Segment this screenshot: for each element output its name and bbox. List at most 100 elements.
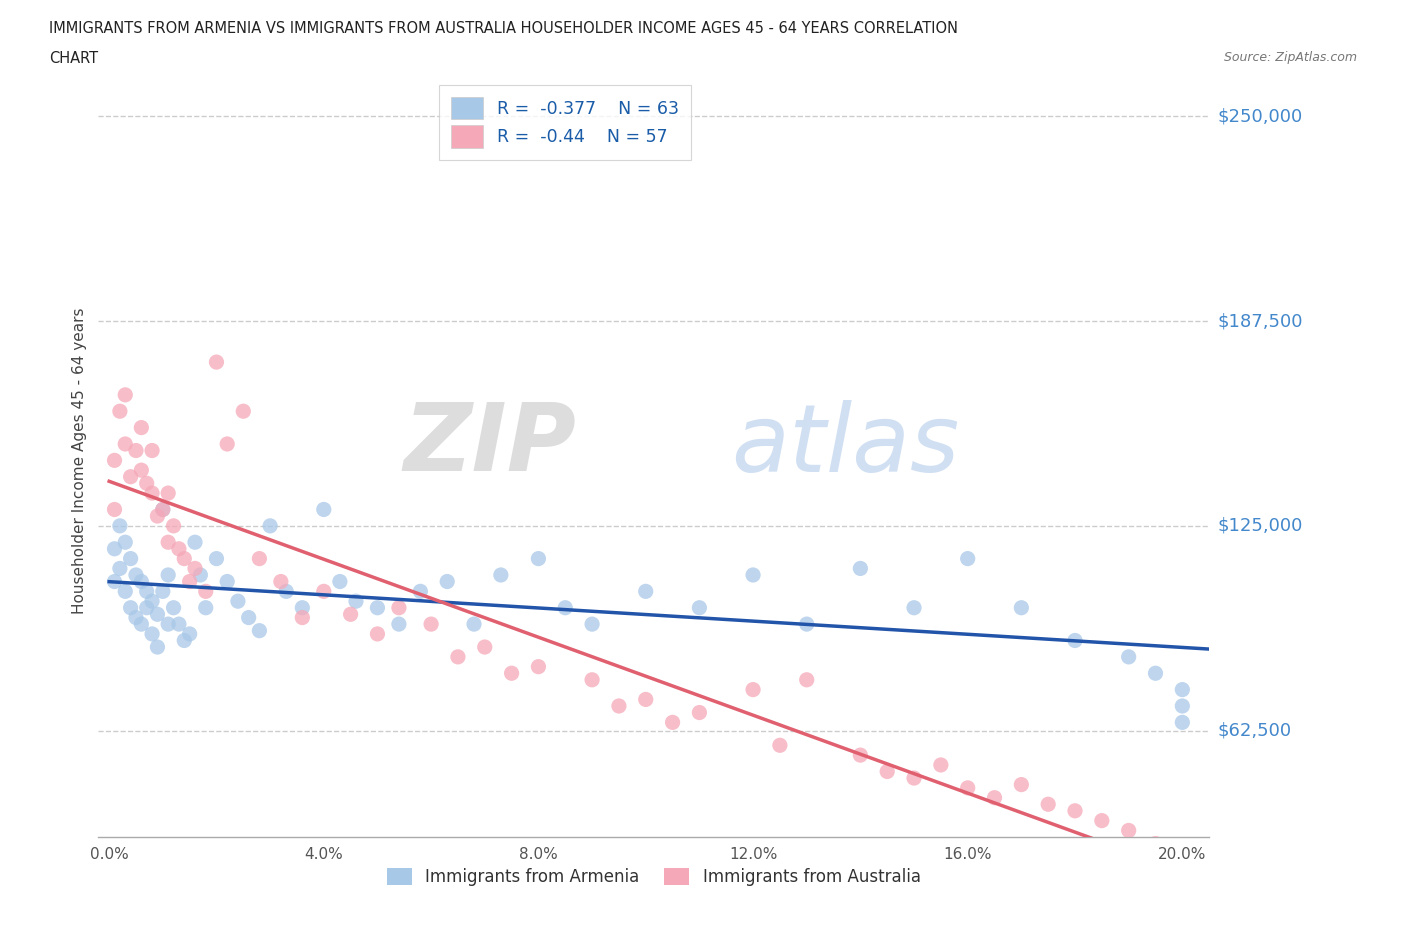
Point — [489, 567, 512, 582]
Point — [125, 567, 148, 582]
Point — [173, 551, 195, 566]
Point — [114, 388, 136, 403]
Text: $250,000: $250,000 — [1218, 108, 1303, 126]
Point — [688, 600, 710, 615]
Point — [184, 535, 207, 550]
Point — [120, 470, 142, 485]
Point — [131, 420, 153, 435]
Text: $187,500: $187,500 — [1218, 312, 1303, 330]
Point — [194, 584, 217, 599]
Point — [634, 692, 657, 707]
Point — [581, 672, 603, 687]
Point — [179, 627, 201, 642]
Point — [190, 567, 212, 582]
Text: CHART: CHART — [49, 51, 98, 66]
Point — [1064, 804, 1087, 818]
Point — [194, 600, 217, 615]
Point — [876, 764, 898, 779]
Point — [607, 698, 630, 713]
Point — [179, 574, 201, 589]
Point — [125, 610, 148, 625]
Point — [742, 567, 765, 582]
Point — [157, 485, 180, 500]
Point — [312, 502, 335, 517]
Point — [217, 574, 239, 589]
Point — [232, 404, 254, 418]
Point — [131, 617, 153, 631]
Point — [849, 561, 872, 576]
Point — [114, 535, 136, 550]
Y-axis label: Householder Income Ages 45 - 64 years: Householder Income Ages 45 - 64 years — [72, 307, 87, 614]
Point — [120, 551, 142, 566]
Point — [388, 600, 411, 615]
Point — [501, 666, 523, 681]
Text: atlas: atlas — [731, 400, 960, 491]
Point — [1171, 683, 1194, 698]
Text: $125,000: $125,000 — [1218, 517, 1303, 535]
Point — [1010, 600, 1032, 615]
Point — [339, 607, 361, 622]
Point — [146, 509, 169, 524]
Point — [796, 672, 818, 687]
Point — [108, 404, 131, 418]
Point — [581, 617, 603, 631]
Point — [162, 600, 184, 615]
Point — [135, 600, 157, 615]
Point — [205, 551, 228, 566]
Point — [366, 600, 388, 615]
Point — [554, 600, 576, 615]
Point — [167, 617, 190, 631]
Point — [141, 593, 163, 608]
Point — [796, 617, 818, 631]
Point — [108, 518, 131, 533]
Point — [217, 436, 239, 451]
Point — [162, 518, 184, 533]
Point — [634, 584, 657, 599]
Point — [344, 593, 367, 608]
Point — [329, 574, 352, 589]
Point — [103, 541, 125, 556]
Point — [205, 354, 228, 369]
Point — [849, 748, 872, 763]
Point — [769, 737, 792, 752]
Point — [463, 617, 485, 631]
Point — [146, 607, 169, 622]
Point — [291, 600, 314, 615]
Point — [929, 758, 952, 773]
Text: Source: ZipAtlas.com: Source: ZipAtlas.com — [1223, 51, 1357, 64]
Point — [688, 705, 710, 720]
Point — [157, 535, 180, 550]
Point — [131, 574, 153, 589]
Point — [152, 502, 174, 517]
Point — [131, 463, 153, 478]
Point — [259, 518, 281, 533]
Point — [436, 574, 458, 589]
Point — [141, 627, 163, 642]
Point — [291, 610, 314, 625]
Point — [135, 584, 157, 599]
Point — [157, 567, 180, 582]
Point — [447, 649, 470, 664]
Point — [474, 640, 496, 655]
Point — [1171, 698, 1194, 713]
Point — [903, 600, 925, 615]
Point — [173, 633, 195, 648]
Point — [108, 561, 131, 576]
Point — [238, 610, 260, 625]
Point — [135, 476, 157, 491]
Point — [956, 551, 979, 566]
Point — [420, 617, 443, 631]
Point — [120, 600, 142, 615]
Point — [903, 771, 925, 786]
Point — [184, 561, 207, 576]
Point — [152, 584, 174, 599]
Point — [157, 617, 180, 631]
Point — [103, 453, 125, 468]
Point — [312, 584, 335, 599]
Point — [167, 541, 190, 556]
Point — [1171, 715, 1194, 730]
Point — [270, 574, 292, 589]
Point — [103, 502, 125, 517]
Point — [141, 485, 163, 500]
Point — [152, 502, 174, 517]
